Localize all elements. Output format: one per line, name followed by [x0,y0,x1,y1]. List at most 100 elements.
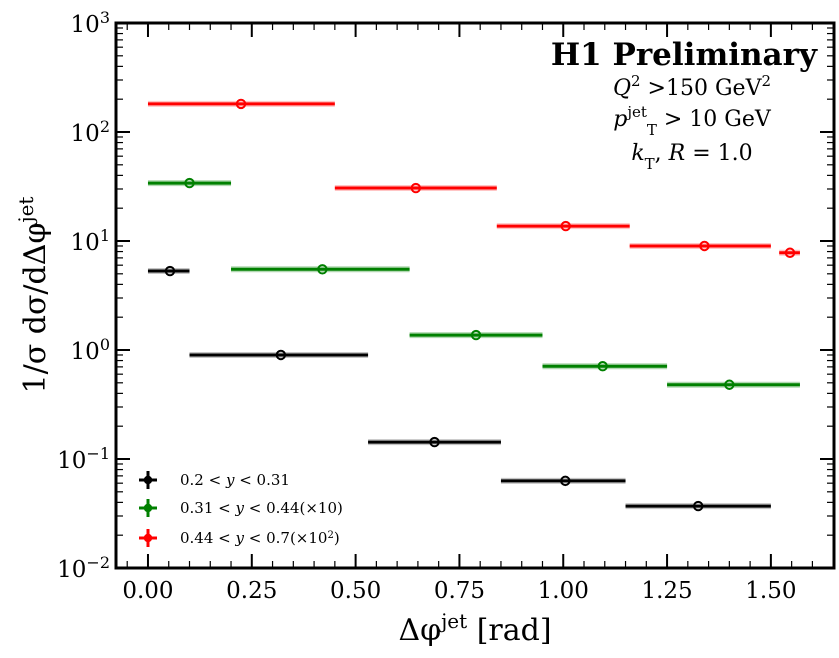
y-tick-base: 10 [57,448,86,474]
y-tick-base: 10 [71,230,100,256]
text-part: R [668,141,686,166]
text-part: 2 [631,72,641,90]
legend-item: 0.2 < y < 0.31 [139,471,290,489]
text-part: < 0.7(×10 [244,529,327,547]
annotation-title: H1 Preliminary [551,37,818,73]
y-tick-label: 101 [71,226,110,257]
data-point-center [474,333,478,337]
x-tick-label: 0.75 [434,578,485,604]
data-point [699,240,710,252]
text-part: jet [439,609,467,633]
data-point-center [279,353,283,357]
y-tick-label: 10−1 [57,444,110,475]
annotation-line: pjetT > 10 GeV [613,103,772,139]
text-part: 0.31 < [180,499,236,517]
y-tick-label: 102 [71,117,110,148]
plot-frame [114,21,836,570]
data-point-center [433,440,436,444]
text-part: jet [625,103,647,121]
text-part: < 0.31 [234,471,290,489]
y-tick-base: 10 [71,121,100,147]
x-tick-label: 0.00 [122,578,173,604]
x-tick-label: 1.50 [745,578,796,604]
data-point [470,329,482,341]
text-part: , [655,141,669,166]
legend-label: 0.44 < y < 0.7(×102) [180,529,340,547]
text-part: y [225,471,235,489]
y-tick-exponent: 0 [100,335,110,354]
y-tick-exponent: −1 [86,444,110,463]
y-tick-base: 10 [71,339,100,365]
series-1 [147,177,800,390]
data-point [724,379,735,390]
data-point-center [601,365,604,368]
annotation-line: Q2 >150 GeV2 [613,72,771,101]
data-point-center [414,186,418,190]
x-tick-label: 0.50 [330,578,381,604]
legend-item: 0.44 < y < 0.7(×102) [139,529,340,547]
y-tick-label: 100 [71,335,110,366]
data-point-center [728,383,731,386]
y-tick-exponent: 2 [100,117,110,136]
y-tick-base: 10 [71,12,100,38]
legend-item: 0.31 < y < 0.44(×10) [139,499,343,517]
y-tick-base: 10 [57,557,86,583]
data-point [184,177,195,189]
text-part: k [631,141,644,166]
data-point [429,436,440,448]
data-point [275,349,287,361]
legend-marker-point [143,503,153,513]
data-point [410,182,422,194]
x-tick-label: 1.00 [538,578,589,604]
data-point-center [564,224,567,228]
data-point-center [239,102,243,106]
text-part: Q [613,76,631,101]
text-part: 2 [761,72,771,90]
x-tick-label: 0.25 [226,578,277,604]
data-point-center [321,268,324,271]
data-point [235,98,247,110]
y-tick-label: 103 [71,8,110,39]
text-part: = 1.0 [685,141,752,166]
series-0 [147,265,771,512]
text-part: < 0.44(×10) [244,499,343,517]
x-tick-label: 1.25 [641,578,692,604]
legend: 0.2 < y < 0.31 0.31 < y < 0.44(×10) 0.44 <… [139,471,343,547]
text-part: > 10 GeV [657,107,772,132]
text-part: 2 [327,530,333,541]
legend-marker-point [143,533,153,543]
data-point [597,361,608,372]
data-point-center [564,479,567,483]
text-part: >150 GeV [641,76,763,101]
data-point [784,247,796,258]
data-point-center [703,244,706,248]
text-part: 1/σ dσ/dΔφ [18,223,53,394]
text-part: [rad] [467,613,551,648]
data-point [693,500,704,512]
x-tick-labels: 0.00 0.25 0.50 0.75 1.00 1.25 1.50 [122,578,796,604]
data-point [560,220,571,232]
y-tick-label: 10−2 [57,553,110,584]
text-part: 0.44 < [180,529,236,547]
text-part: y [235,499,245,517]
y-tick-exponent: 3 [100,8,110,27]
legend-label: 0.2 < y < 0.31 [180,471,290,489]
legend-label: 0.31 < y < 0.44(×10) [180,499,343,517]
x-axis-label: Δφjet [rad] [398,609,551,648]
legend-marker-point [143,475,153,485]
data-point [317,264,328,275]
y-tick-exponent: 1 [100,226,110,245]
data-point-center [168,269,172,273]
data-point [560,475,571,487]
text-part: ) [334,529,340,547]
text-part: T [645,155,655,173]
text-part: p [613,107,627,132]
data-point [164,265,176,277]
annotation-line: kT, R = 1.0 [631,141,752,173]
data-series [147,98,800,512]
series-2 [147,98,800,258]
y-tick-exponent: −2 [86,553,110,572]
